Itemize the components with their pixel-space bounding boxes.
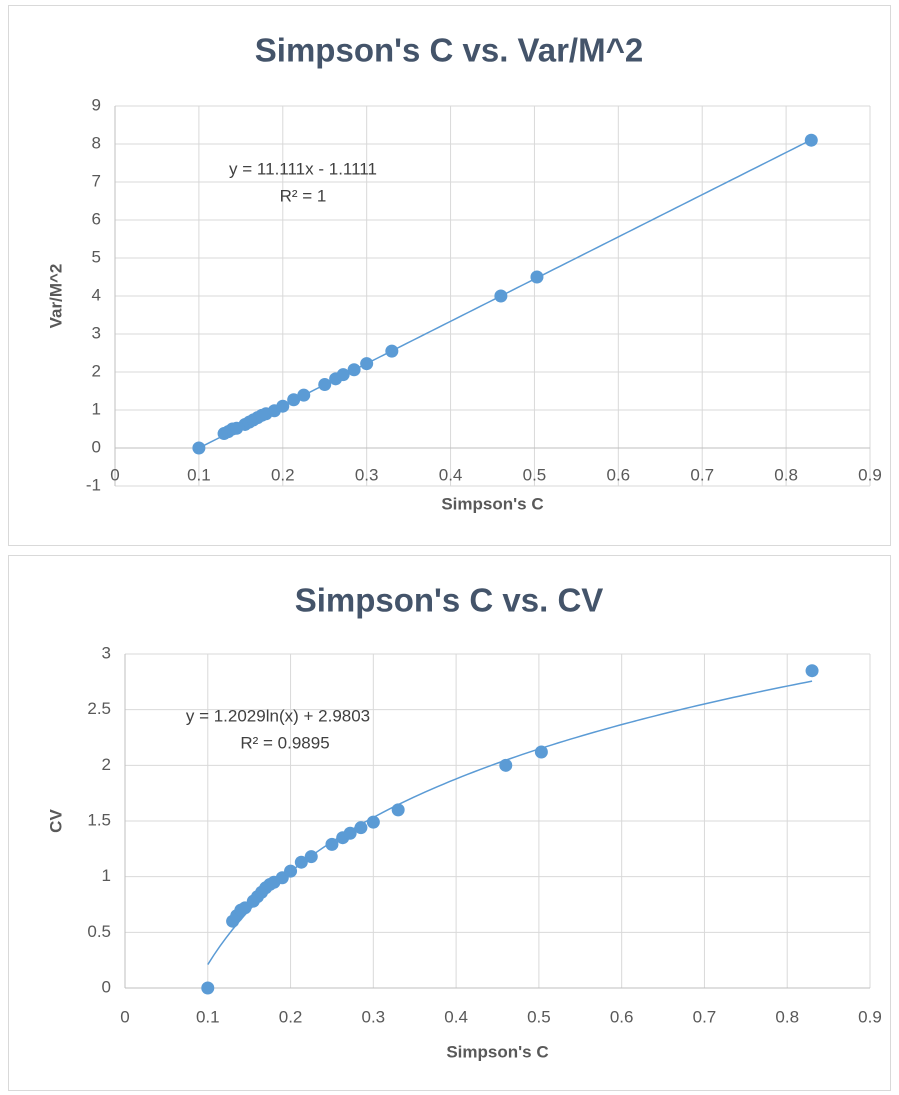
data-point — [385, 344, 399, 358]
y-tick-label: 2.5 — [87, 699, 111, 718]
x-axis-title: Simpson's C — [441, 494, 543, 513]
y-tick-label: 1.5 — [87, 810, 111, 829]
data-point — [530, 270, 544, 284]
data-point — [287, 393, 301, 407]
data-point — [336, 368, 350, 382]
x-tick-label: 0.1 — [196, 1007, 220, 1026]
data-point — [294, 855, 308, 869]
y-tick-label: 5 — [92, 247, 101, 266]
y-tick-label: 0 — [102, 977, 111, 996]
data-point — [360, 357, 374, 371]
y-tick-label: 0 — [92, 437, 101, 456]
data-point — [201, 981, 215, 995]
y-tick-label: -1 — [86, 475, 101, 494]
y-axis-title: CV — [46, 809, 65, 833]
y-tick-label: 3 — [92, 323, 101, 342]
trendline-r-squared: R² = 0.9895 — [240, 733, 329, 752]
data-point — [391, 803, 405, 817]
x-tick-label: 0.1 — [187, 465, 211, 484]
data-point — [534, 745, 548, 759]
x-tick-label: 0.9 — [858, 1007, 882, 1026]
x-tick-label: 0.9 — [858, 465, 882, 484]
x-tick-label: 0.3 — [362, 1007, 386, 1026]
chart-panel — [8, 555, 891, 1091]
y-axis-title: Var/M^2 — [46, 264, 65, 329]
x-tick-label: 0 — [120, 1007, 129, 1026]
y-tick-label: 2 — [102, 755, 111, 774]
y-tick-label: 7 — [92, 171, 101, 190]
data-point — [499, 758, 513, 772]
data-point — [284, 864, 298, 878]
y-tick-label: 4 — [92, 285, 101, 304]
x-tick-label: 0.8 — [775, 1007, 799, 1026]
x-tick-label: 0.4 — [444, 1007, 468, 1026]
trendline-equation: y = 1.2029ln(x) + 2.9803 — [186, 706, 370, 725]
trendline-r-squared: R² = 1 — [280, 186, 327, 205]
data-point — [304, 850, 318, 864]
y-tick-label: 1 — [92, 399, 101, 418]
y-tick-label: 9 — [92, 95, 101, 114]
x-tick-label: 0.5 — [523, 465, 547, 484]
y-tick-label: 2 — [92, 361, 101, 380]
data-point — [804, 133, 818, 147]
data-point — [325, 837, 339, 851]
data-point — [276, 399, 290, 413]
data-point — [366, 815, 380, 829]
data-point — [297, 388, 311, 402]
trendline-equation: y = 11.111x - 1.1111 — [229, 159, 377, 178]
x-tick-label: 0.5 — [527, 1007, 551, 1026]
x-tick-label: 0.7 — [690, 465, 714, 484]
chart-title: Simpson's C vs. Var/M^2 — [255, 32, 643, 69]
y-tick-label: 8 — [92, 133, 101, 152]
y-tick-label: 6 — [92, 209, 101, 228]
x-tick-label: 0.8 — [774, 465, 798, 484]
chart-panel — [8, 5, 891, 546]
x-axis-title: Simpson's C — [446, 1042, 548, 1061]
data-point — [318, 378, 332, 392]
x-tick-label: 0.6 — [607, 465, 631, 484]
data-point — [192, 441, 206, 455]
x-tick-label: 0 — [110, 465, 119, 484]
y-tick-label: 0.5 — [87, 922, 111, 941]
x-tick-label: 0.4 — [439, 465, 463, 484]
x-tick-label: 0.7 — [693, 1007, 717, 1026]
x-tick-label: 0.6 — [610, 1007, 634, 1026]
data-point — [805, 664, 819, 678]
data-point — [494, 289, 508, 303]
data-point — [354, 821, 368, 835]
x-tick-label: 0.3 — [355, 465, 379, 484]
x-tick-label: 0.2 — [271, 465, 295, 484]
chart-title: Simpson's C vs. CV — [295, 582, 604, 619]
x-tick-label: 0.2 — [279, 1007, 303, 1026]
y-tick-label: 3 — [102, 643, 111, 662]
data-point — [343, 826, 357, 840]
data-point — [347, 363, 361, 377]
y-tick-label: 1 — [102, 866, 111, 885]
